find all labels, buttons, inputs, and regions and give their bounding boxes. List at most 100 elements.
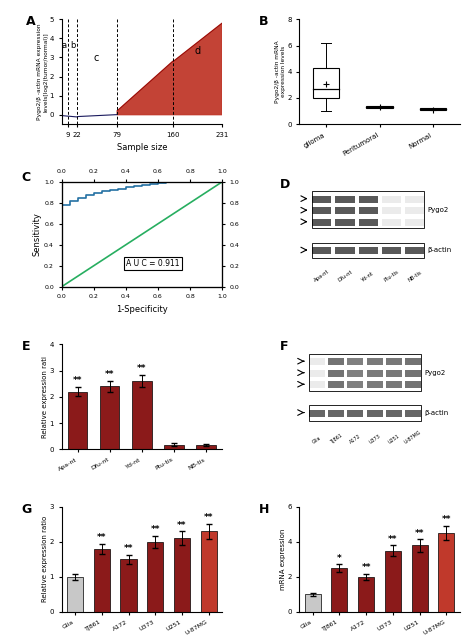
Bar bbox=[312, 243, 424, 258]
Text: a: a bbox=[62, 41, 67, 50]
Text: **: ** bbox=[124, 544, 133, 553]
Text: **: ** bbox=[177, 520, 187, 529]
Bar bbox=[359, 219, 378, 225]
Text: U373: U373 bbox=[368, 433, 382, 445]
Bar bbox=[335, 219, 355, 225]
Text: TJ861: TJ861 bbox=[329, 433, 343, 445]
Text: G: G bbox=[21, 503, 32, 516]
Bar bbox=[174, 538, 190, 612]
Y-axis label: Pygo2/β -actin mRNA expression
levels[log2(tumor/normal)]: Pygo2/β -actin mRNA expression levels[lo… bbox=[37, 23, 48, 120]
Bar bbox=[94, 549, 110, 612]
Text: b: b bbox=[70, 41, 75, 50]
Bar bbox=[358, 577, 374, 612]
Bar bbox=[328, 410, 344, 417]
Bar bbox=[335, 196, 355, 203]
Bar bbox=[359, 207, 378, 214]
Text: **: ** bbox=[97, 533, 107, 542]
Text: **: ** bbox=[105, 370, 115, 379]
Bar bbox=[68, 392, 87, 450]
X-axis label: Sample size: Sample size bbox=[117, 144, 167, 153]
Bar bbox=[347, 370, 364, 377]
Bar bbox=[367, 381, 383, 388]
Bar bbox=[367, 358, 383, 365]
Bar bbox=[386, 381, 402, 388]
Bar bbox=[328, 358, 344, 365]
Text: Glia: Glia bbox=[311, 435, 322, 445]
Bar bbox=[405, 247, 424, 254]
Bar bbox=[309, 370, 325, 377]
Text: A U C = 0.911: A U C = 0.911 bbox=[127, 259, 180, 268]
Text: **: ** bbox=[415, 529, 424, 538]
Bar bbox=[367, 410, 383, 417]
Bar bbox=[309, 358, 325, 365]
Text: D: D bbox=[280, 178, 290, 191]
Text: Dfu-nt: Dfu-nt bbox=[337, 269, 353, 283]
Text: Ptu-tis: Ptu-tis bbox=[383, 269, 400, 283]
Bar bbox=[347, 381, 364, 388]
Bar bbox=[197, 446, 216, 450]
Bar bbox=[386, 410, 402, 417]
Bar bbox=[312, 191, 424, 228]
Bar bbox=[67, 577, 83, 612]
Text: **: ** bbox=[204, 513, 214, 522]
Text: Apa-nt: Apa-nt bbox=[313, 269, 330, 283]
Bar bbox=[438, 533, 455, 612]
Bar bbox=[312, 207, 331, 214]
Text: Pygo2: Pygo2 bbox=[424, 370, 446, 375]
Bar bbox=[305, 594, 320, 612]
Bar bbox=[347, 410, 364, 417]
Text: A: A bbox=[26, 15, 36, 28]
Bar bbox=[382, 207, 401, 214]
Bar bbox=[386, 358, 402, 365]
Bar bbox=[313, 68, 339, 98]
Bar bbox=[405, 207, 424, 214]
Bar bbox=[405, 381, 421, 388]
Bar bbox=[309, 410, 325, 417]
Bar bbox=[201, 531, 217, 612]
Text: d: d bbox=[194, 46, 200, 55]
Bar bbox=[359, 196, 378, 203]
Bar bbox=[120, 560, 137, 612]
X-axis label: 1-Specificity: 1-Specificity bbox=[116, 305, 168, 314]
Text: **: ** bbox=[442, 515, 451, 524]
Bar bbox=[335, 207, 355, 214]
Bar bbox=[309, 405, 421, 421]
Bar bbox=[347, 358, 364, 365]
Y-axis label: Relative expression ratio: Relative expression ratio bbox=[42, 516, 48, 603]
Bar bbox=[312, 219, 331, 225]
Bar bbox=[164, 444, 183, 450]
Text: **: ** bbox=[151, 525, 160, 534]
Y-axis label: Sensitivity: Sensitivity bbox=[32, 213, 41, 256]
Bar bbox=[335, 247, 355, 254]
Bar bbox=[312, 196, 331, 203]
Bar bbox=[419, 108, 447, 109]
Text: β-actin: β-actin bbox=[428, 247, 452, 253]
Text: **: ** bbox=[361, 563, 371, 572]
Bar bbox=[100, 386, 119, 450]
Text: NB-tis: NB-tis bbox=[407, 269, 423, 283]
Bar bbox=[405, 196, 424, 203]
Bar bbox=[132, 381, 152, 450]
Text: **: ** bbox=[73, 375, 82, 384]
Bar bbox=[328, 370, 344, 377]
Text: **: ** bbox=[137, 365, 146, 374]
Bar bbox=[405, 219, 424, 225]
Text: β-actin: β-actin bbox=[424, 410, 449, 415]
Text: U-87MG: U-87MG bbox=[404, 430, 423, 445]
Text: C: C bbox=[21, 171, 31, 184]
Bar bbox=[366, 106, 393, 108]
Bar bbox=[411, 545, 428, 612]
Bar bbox=[405, 358, 421, 365]
Bar bbox=[385, 551, 401, 612]
Text: c: c bbox=[94, 53, 99, 63]
Text: *: * bbox=[337, 553, 342, 562]
Polygon shape bbox=[117, 23, 222, 115]
Text: Pygo2: Pygo2 bbox=[428, 207, 449, 213]
Bar bbox=[382, 196, 401, 203]
Bar bbox=[382, 247, 401, 254]
Bar bbox=[405, 410, 421, 417]
Y-axis label: Relative expression rati: Relative expression rati bbox=[42, 356, 48, 438]
Y-axis label: mRNA expression: mRNA expression bbox=[280, 529, 286, 590]
Text: B: B bbox=[259, 15, 269, 28]
Bar bbox=[309, 381, 325, 388]
